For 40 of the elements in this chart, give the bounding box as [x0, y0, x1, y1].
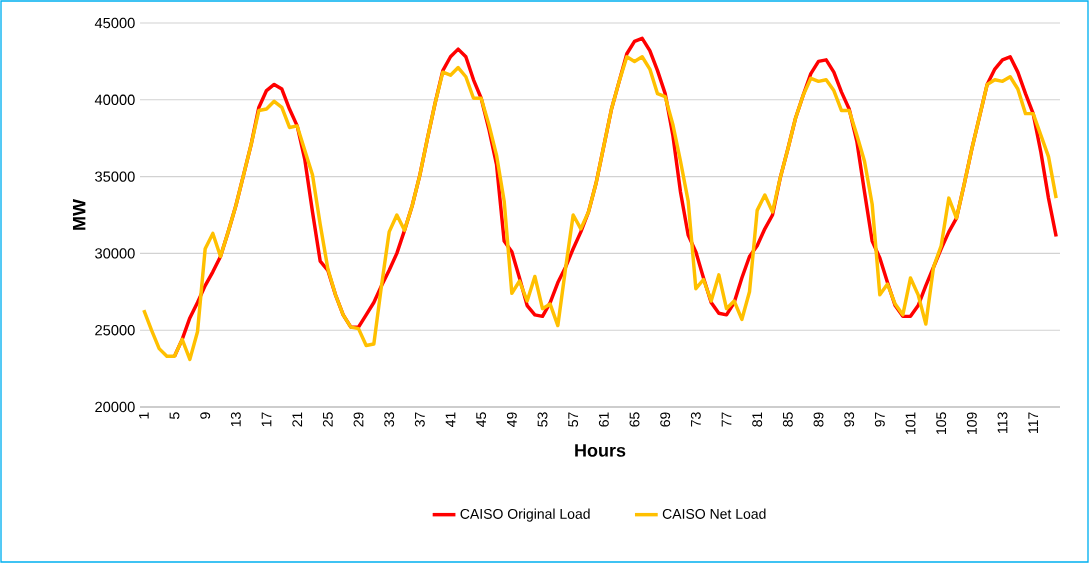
y-tick-label: 40000 [94, 94, 135, 105]
x-tick-label: 109 [966, 412, 977, 434]
x-tick-label: 77 [721, 412, 732, 427]
x-tick-label: 5 [169, 412, 180, 419]
x-tick-label: 13 [230, 412, 241, 427]
y-tick-label: 45000 [94, 17, 135, 29]
x-tick-label: 69 [660, 412, 671, 427]
legend-label: CAISO Original Load [460, 508, 590, 522]
x-tick-label: 73 [690, 412, 701, 427]
y-tick-label: 30000 [95, 248, 135, 259]
y-tick-label: 25000 [95, 325, 135, 336]
x-tick-label: 25 [322, 412, 333, 427]
x-tick-label: 53 [537, 412, 548, 427]
x-tick-label: 81 [752, 412, 763, 427]
x-tick-label: 21 [292, 412, 303, 427]
x-tick-label: 113 [997, 412, 1008, 433]
legend-label: CAISO Net Load [662, 508, 766, 519]
x-tick-label: 1 [139, 412, 149, 419]
x-tick-label: 41 [445, 412, 456, 427]
x-tick-label: 61 [598, 412, 609, 427]
x-tick-label: 9 [200, 412, 211, 419]
x-tick-label: 29 [353, 412, 364, 427]
x-tick-label: 105 [936, 412, 947, 434]
y-axis-title: MW [72, 199, 86, 230]
y-tick-label: 35000 [95, 171, 135, 182]
x-tick-label: 57 [568, 412, 579, 427]
x-tick-label: 85 [782, 412, 793, 427]
x-tick-label: 17 [261, 412, 272, 427]
x-tick-label: 45 [476, 412, 487, 427]
x-tick-label: 65 [629, 412, 640, 427]
x-tick-label: 37 [414, 412, 425, 427]
x-tick-label: 49 [506, 412, 517, 427]
x-tick-label: 97 [874, 412, 885, 427]
x-tick-label: 89 [813, 412, 824, 427]
x-tick-label: 117 [1028, 412, 1038, 433]
x-tick-label: 101 [905, 412, 916, 434]
y-tick-label: 20000 [95, 401, 135, 413]
x-axis-title: Hours [575, 444, 626, 457]
x-tick-label: 93 [844, 412, 855, 427]
x-tick-label: 33 [384, 412, 395, 427]
